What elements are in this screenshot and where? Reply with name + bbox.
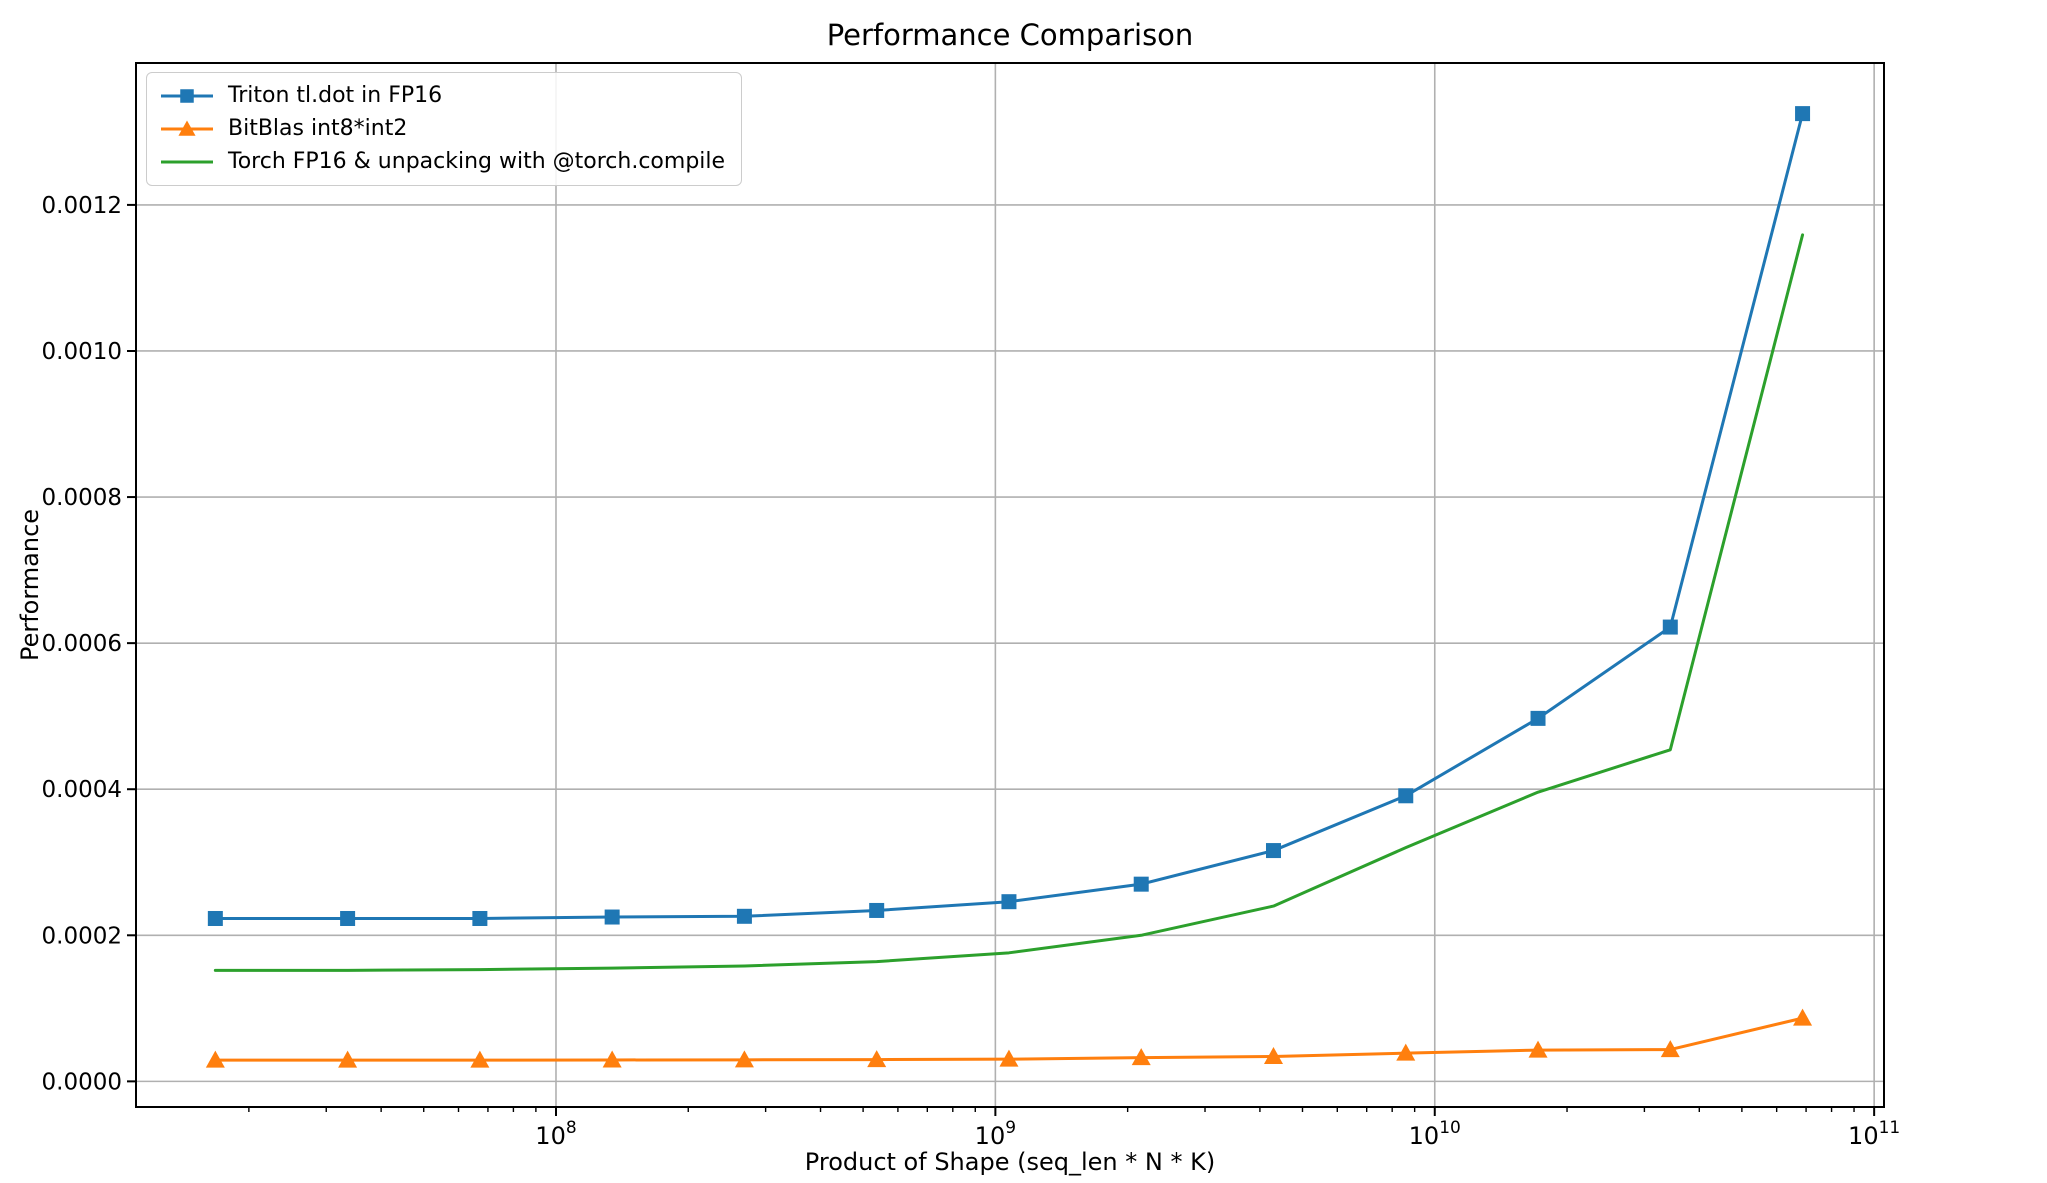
triangle-marker-icon (1131, 1048, 1151, 1066)
square-marker-icon (1530, 710, 1546, 726)
triangle-marker-icon (1528, 1040, 1548, 1058)
x-tick-label: 1010 (1409, 1118, 1461, 1150)
y-tick-label: 0.0004 (42, 777, 122, 803)
legend-item-0: Triton tl.dot in FP16 (159, 83, 725, 109)
legend-label: BitBlas int8*int2 (228, 116, 408, 141)
triangle-marker-icon (338, 1050, 358, 1068)
square-marker-icon (1398, 788, 1414, 804)
square-marker-icon (1265, 843, 1281, 859)
square-marker-icon (1133, 876, 1149, 892)
y-tick-label: 0.0000 (42, 1069, 122, 1095)
chart-title: Performance Comparison (826, 18, 1194, 52)
y-tick-label: 0.0008 (42, 485, 122, 511)
legend-item-2: Torch FP16 & unpacking with @torch.compi… (159, 149, 725, 175)
legend-sample-square (161, 89, 213, 103)
axis-ticks: 108 109 1010 1011 0.0000 0.0002 0.0004 0.0006 0.… (42, 193, 1901, 1150)
y-axis-label: Performance (16, 508, 44, 662)
square-marker-icon (604, 909, 620, 925)
square-marker-icon (472, 910, 488, 926)
axes-spines (135, 62, 1885, 1108)
legend-item-1: BitBlas int8*int2 (159, 116, 725, 142)
triangle-marker-icon (734, 1050, 754, 1068)
x-tick-label: 1011 (1848, 1118, 1900, 1150)
series-line-2 (213, 233, 1805, 972)
triangle-marker-icon (1396, 1043, 1416, 1061)
series-markers-0 (207, 106, 1811, 926)
legend-sample-triangle-up (161, 120, 213, 136)
legend-label: Triton tl.dot in FP16 (228, 83, 443, 108)
square-marker-icon (180, 89, 194, 103)
triangle-marker-icon (178, 120, 196, 136)
square-marker-icon (869, 902, 885, 918)
triangle-marker-icon (1263, 1047, 1283, 1065)
square-marker-icon (207, 910, 223, 926)
x-tick-label: 109 (975, 1118, 1016, 1150)
square-marker-icon (340, 910, 356, 926)
square-marker-icon (1662, 619, 1678, 635)
gridlines (136, 63, 1884, 1107)
square-marker-icon (1795, 106, 1811, 122)
y-tick-label: 0.0010 (42, 339, 122, 365)
legend-label: Torch FP16 & unpacking with @torch.compi… (228, 149, 726, 174)
square-marker-icon (1001, 894, 1017, 910)
y-tick-label: 0.0012 (42, 193, 122, 219)
y-tick-label: 0.0006 (42, 631, 122, 657)
triangle-marker-icon (867, 1050, 887, 1068)
x-tick-label: 108 (535, 1118, 576, 1150)
legend: Triton tl.dot in FP16 BitBlas int8*int2 To… (146, 72, 743, 186)
x-axis-label: Product of Shape (seq_len * N * K) (804, 1148, 1216, 1176)
triangle-marker-icon (1660, 1040, 1680, 1058)
triangle-marker-icon (1793, 1008, 1813, 1026)
triangle-marker-icon (470, 1050, 490, 1068)
series-markers-1 (205, 1008, 1813, 1068)
series-line-0 (213, 112, 1805, 920)
y-tick-label: 0.0002 (42, 923, 122, 949)
triangle-marker-icon (205, 1050, 225, 1068)
legend-sample-none (161, 160, 213, 164)
triangle-marker-icon (602, 1050, 622, 1068)
square-marker-icon (736, 908, 752, 924)
triangle-marker-icon (999, 1049, 1019, 1067)
